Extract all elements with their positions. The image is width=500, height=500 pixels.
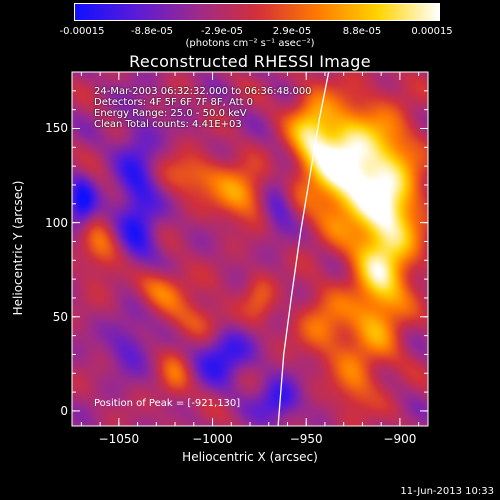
- peak-position-label: Position of Peak = [-921,130]: [94, 398, 241, 409]
- clean-counts-label: Clean Total counts: 4.41E+03: [94, 119, 242, 130]
- colorbar-tick-label: 8.8e-05: [342, 26, 382, 37]
- x-axis-label: Heliocentric X (arcsec): [182, 450, 318, 464]
- y-tick-label: 0: [60, 403, 68, 418]
- colorbar-tick-label: -8.8e-05: [131, 26, 173, 37]
- detectors-label: Detectors: 4F 5F 6F 7F 8F, Att 0: [94, 97, 254, 108]
- y-axis-label: Heliocentric Y (arcsec): [11, 180, 25, 316]
- colorbar-tick-label: 0.00015: [411, 26, 453, 37]
- plot-title: Reconstructed RHESSI Image: [129, 52, 371, 71]
- x-tick-label: −1000: [192, 432, 233, 446]
- y-tick-label: 100: [45, 215, 68, 230]
- heatmap-image: [72, 72, 428, 426]
- x-tick-label: −900: [383, 432, 417, 446]
- x-tick-label: −1050: [98, 432, 140, 446]
- colorbar-tick-label: -0.00015: [59, 26, 105, 37]
- colorbar-tick-label: 2.9e-05: [272, 26, 312, 37]
- time-range-label: 24-Mar-2003 06:32:32.000 to 06:36:48.000: [94, 86, 312, 97]
- y-tick-label: 50: [52, 309, 68, 324]
- timestamp: 11-Jun-2013 10:33: [400, 486, 494, 497]
- solar-limb-line: [277, 71, 330, 427]
- colorbar-units: (photons cm⁻² s⁻¹ asec⁻²): [185, 38, 315, 49]
- x-tick-label: −950: [289, 432, 323, 446]
- y-tick-label: 150: [45, 121, 68, 136]
- colorbar: [74, 3, 440, 21]
- colorbar-tick-label: -2.9e-05: [201, 26, 243, 37]
- energy-range-label: Energy Range: 25.0 - 50.0 keV: [94, 108, 247, 119]
